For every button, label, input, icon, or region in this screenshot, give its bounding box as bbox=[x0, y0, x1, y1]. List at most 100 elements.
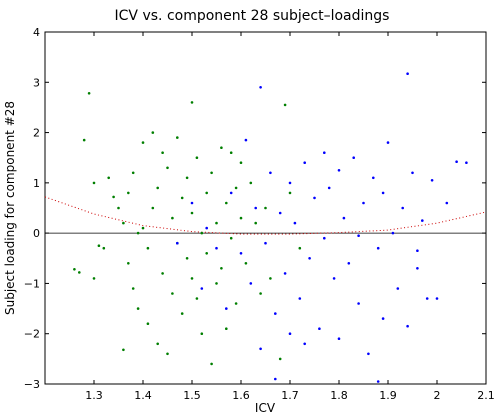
data-point-series-1 bbox=[205, 191, 208, 195]
data-point-series-1 bbox=[249, 181, 253, 185]
x-axis: 1.3 1.4 1.5 1.6 1.7 1.8 1.9 2 2.1 bbox=[85, 32, 495, 402]
data-points bbox=[73, 72, 468, 383]
data-point-series-2 bbox=[381, 191, 385, 195]
y-tick-label: 4 bbox=[33, 26, 40, 39]
data-point-series-2 bbox=[323, 236, 326, 240]
data-point-series-1 bbox=[171, 292, 174, 295]
data-point-series-2 bbox=[396, 287, 400, 290]
data-point-series-1 bbox=[288, 191, 292, 195]
data-point-series-2 bbox=[229, 191, 233, 195]
data-point-series-1 bbox=[200, 332, 204, 336]
data-point-series-2 bbox=[327, 186, 331, 190]
data-point-series-2 bbox=[416, 267, 419, 270]
data-point-series-2 bbox=[401, 206, 405, 210]
data-point-series-2 bbox=[318, 327, 321, 331]
data-point-series-1 bbox=[131, 287, 135, 290]
y-tick-label: 0 bbox=[33, 227, 40, 240]
data-point-series-2 bbox=[416, 249, 419, 252]
data-point-series-1 bbox=[190, 277, 194, 280]
data-point-series-2 bbox=[342, 216, 346, 220]
data-point-series-2 bbox=[465, 161, 468, 164]
data-point-series-1 bbox=[161, 151, 164, 154]
data-point-series-2 bbox=[455, 160, 458, 163]
data-point-series-1 bbox=[264, 206, 267, 210]
data-point-series-2 bbox=[376, 380, 380, 383]
data-point-series-2 bbox=[259, 347, 262, 351]
data-point-series-2 bbox=[381, 317, 385, 320]
y-tick-label: 3 bbox=[33, 76, 40, 89]
x-tick-label: 1.7 bbox=[281, 389, 299, 402]
data-point-series-2 bbox=[293, 221, 297, 225]
data-point-series-1 bbox=[166, 166, 169, 170]
data-point-series-1 bbox=[190, 101, 194, 104]
data-point-series-1 bbox=[215, 282, 218, 285]
data-point-series-2 bbox=[435, 297, 439, 300]
x-tick-label: 1.8 bbox=[330, 389, 348, 402]
data-point-series-2 bbox=[254, 206, 257, 210]
data-point-series-2 bbox=[406, 324, 409, 328]
data-point-series-1 bbox=[146, 322, 150, 326]
data-point-series-2 bbox=[406, 72, 409, 75]
data-point-series-2 bbox=[313, 196, 316, 200]
data-point-series-1 bbox=[156, 342, 159, 346]
data-point-series-1 bbox=[127, 191, 130, 195]
data-point-series-2 bbox=[391, 231, 395, 235]
data-point-series-2 bbox=[308, 257, 311, 260]
data-point-series-1 bbox=[220, 146, 223, 149]
x-tick-label: 1.3 bbox=[85, 389, 103, 402]
data-point-series-1 bbox=[278, 357, 282, 361]
data-point-series-2 bbox=[239, 252, 243, 255]
data-point-series-2 bbox=[278, 211, 282, 215]
data-point-series-2 bbox=[347, 262, 351, 265]
data-point-series-2 bbox=[274, 377, 277, 381]
data-point-series-1 bbox=[269, 277, 272, 280]
data-point-series-1 bbox=[176, 136, 179, 139]
data-point-series-1 bbox=[190, 211, 194, 215]
data-point-series-1 bbox=[200, 231, 204, 235]
data-point-series-2 bbox=[200, 287, 204, 290]
data-point-series-2 bbox=[421, 219, 424, 222]
data-point-series-1 bbox=[122, 221, 125, 225]
data-point-series-1 bbox=[73, 268, 76, 271]
x-tick-label: 1.9 bbox=[379, 389, 397, 402]
data-point-series-2 bbox=[225, 307, 228, 310]
data-point-series-1 bbox=[239, 216, 243, 220]
data-point-series-2 bbox=[215, 246, 218, 250]
data-point-series-1 bbox=[185, 176, 189, 180]
data-point-series-2 bbox=[176, 241, 179, 245]
y-axis-label: Subject loading for component #28 bbox=[3, 101, 17, 315]
data-point-series-1 bbox=[254, 221, 257, 225]
data-point-series-2 bbox=[372, 176, 375, 180]
x-tick-label: 2.1 bbox=[477, 389, 495, 402]
data-point-series-1 bbox=[117, 206, 120, 210]
data-point-series-2 bbox=[332, 277, 336, 280]
data-point-series-1 bbox=[225, 327, 228, 331]
data-point-series-2 bbox=[357, 234, 360, 237]
data-point-series-1 bbox=[151, 131, 155, 134]
data-point-series-1 bbox=[78, 271, 81, 274]
data-point-series-2 bbox=[337, 337, 341, 341]
data-point-series-1 bbox=[151, 206, 155, 210]
x-tick-label: 1.5 bbox=[183, 389, 201, 402]
fit-curve bbox=[44, 196, 487, 235]
data-point-series-1 bbox=[220, 267, 223, 270]
data-point-series-2 bbox=[445, 201, 449, 205]
data-point-series-1 bbox=[136, 307, 140, 310]
data-point-series-2 bbox=[274, 312, 277, 315]
data-point-series-1 bbox=[166, 352, 169, 356]
data-point-series-1 bbox=[92, 277, 96, 280]
data-point-series-1 bbox=[161, 272, 164, 275]
data-point-series-1 bbox=[215, 221, 218, 225]
data-point-series-2 bbox=[303, 342, 307, 346]
data-point-series-1 bbox=[259, 292, 262, 295]
data-point-series-2 bbox=[303, 161, 307, 164]
data-point-series-2 bbox=[337, 169, 341, 172]
data-point-series-2 bbox=[288, 332, 292, 336]
data-point-series-1 bbox=[102, 246, 106, 250]
data-point-series-1 bbox=[244, 262, 248, 265]
data-point-series-2 bbox=[249, 282, 253, 285]
data-point-series-1 bbox=[112, 195, 115, 199]
data-point-series-1 bbox=[225, 201, 228, 205]
data-point-series-1 bbox=[136, 231, 140, 235]
data-point-series-1 bbox=[141, 226, 145, 230]
